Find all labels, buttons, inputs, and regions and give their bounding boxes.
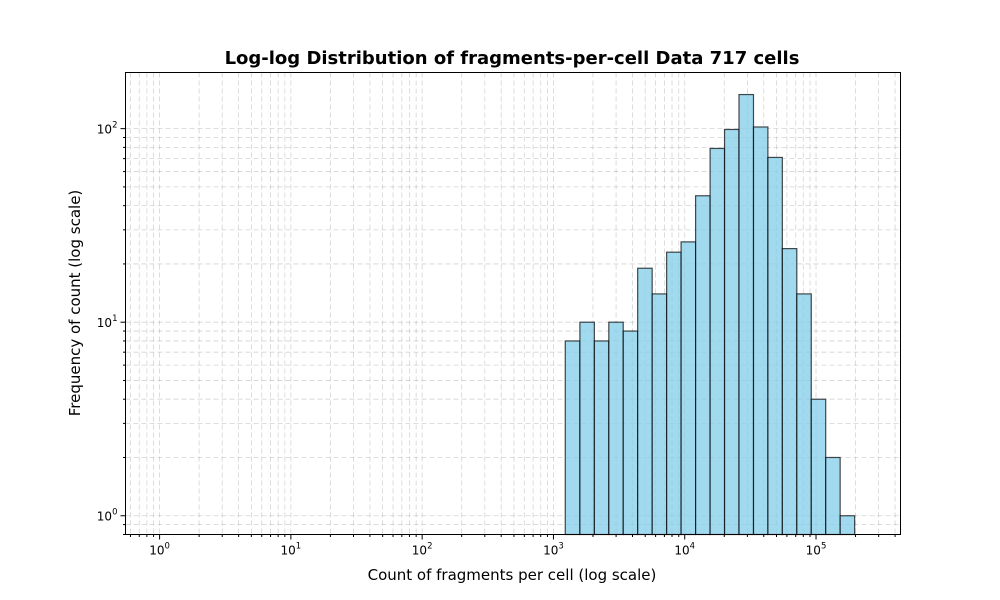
histogram-bar bbox=[767, 156, 783, 536]
x-tick-label: 105 bbox=[806, 542, 827, 558]
histogram-bar bbox=[839, 515, 856, 536]
x-tick-label: 101 bbox=[281, 542, 302, 558]
y-tick-label: 101 bbox=[97, 314, 118, 330]
histogram-bar bbox=[810, 398, 827, 536]
histogram-bar bbox=[752, 126, 769, 536]
histogram-bar bbox=[738, 93, 755, 536]
histogram-bar bbox=[564, 340, 581, 536]
x-tick-label: 103 bbox=[543, 542, 564, 558]
histogram-bar bbox=[680, 241, 697, 536]
x-tick-label: 102 bbox=[412, 542, 433, 558]
histogram-bar bbox=[709, 147, 726, 536]
histogram-bar bbox=[781, 247, 798, 536]
x-tick-label: 100 bbox=[149, 542, 170, 558]
histogram-bar bbox=[651, 293, 668, 536]
y-axis-label: Frequency of count (log scale) bbox=[66, 190, 84, 417]
histogram-bar bbox=[608, 321, 624, 536]
histogram-bar bbox=[622, 330, 639, 536]
histogram-bar bbox=[723, 128, 740, 536]
grid bbox=[125, 72, 901, 535]
histogram-bar bbox=[593, 340, 610, 536]
histogram-bar bbox=[825, 456, 841, 536]
plot-frame bbox=[125, 72, 901, 535]
histogram-bar bbox=[666, 251, 682, 536]
chart-title: Log-log Distribution of fragments-per-ce… bbox=[225, 48, 800, 69]
histogram-bar bbox=[637, 267, 653, 536]
axis-ticks: 100 101 102 103 104 105 100 101 102 bbox=[97, 121, 896, 558]
x-tick-label: 104 bbox=[674, 542, 695, 558]
bars bbox=[564, 93, 856, 536]
y-tick-label: 102 bbox=[97, 121, 118, 137]
histogram-bar bbox=[796, 293, 812, 536]
histogram-bar bbox=[695, 195, 711, 536]
histogram-bar bbox=[579, 321, 595, 536]
y-tick-label: 100 bbox=[97, 508, 118, 524]
x-axis-label: Count of fragments per cell (log scale) bbox=[368, 566, 657, 584]
